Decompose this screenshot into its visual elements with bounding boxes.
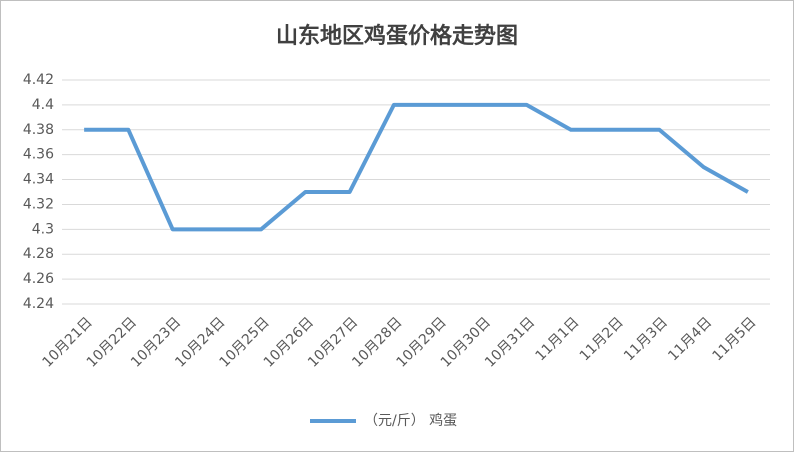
y-tick-label: 4.24 xyxy=(23,296,54,312)
y-tick-label: 4.28 xyxy=(23,246,54,262)
chart-title: 山东地区鸡蛋价格走势图 xyxy=(276,23,518,49)
y-tick-label: 4.38 xyxy=(23,122,54,138)
y-tick-label: 4.32 xyxy=(23,196,54,212)
y-tick-label: 4.3 xyxy=(32,221,54,237)
legend-label: （元/斤） 鸡蛋 xyxy=(364,412,457,429)
y-tick-label: 4.42 xyxy=(23,72,54,88)
y-tick-label: 4.4 xyxy=(32,97,54,113)
y-tick-label: 4.34 xyxy=(23,172,54,188)
y-tick-label: 4.36 xyxy=(23,147,54,163)
y-tick-label: 4.26 xyxy=(23,271,54,287)
series-line xyxy=(84,102,749,232)
